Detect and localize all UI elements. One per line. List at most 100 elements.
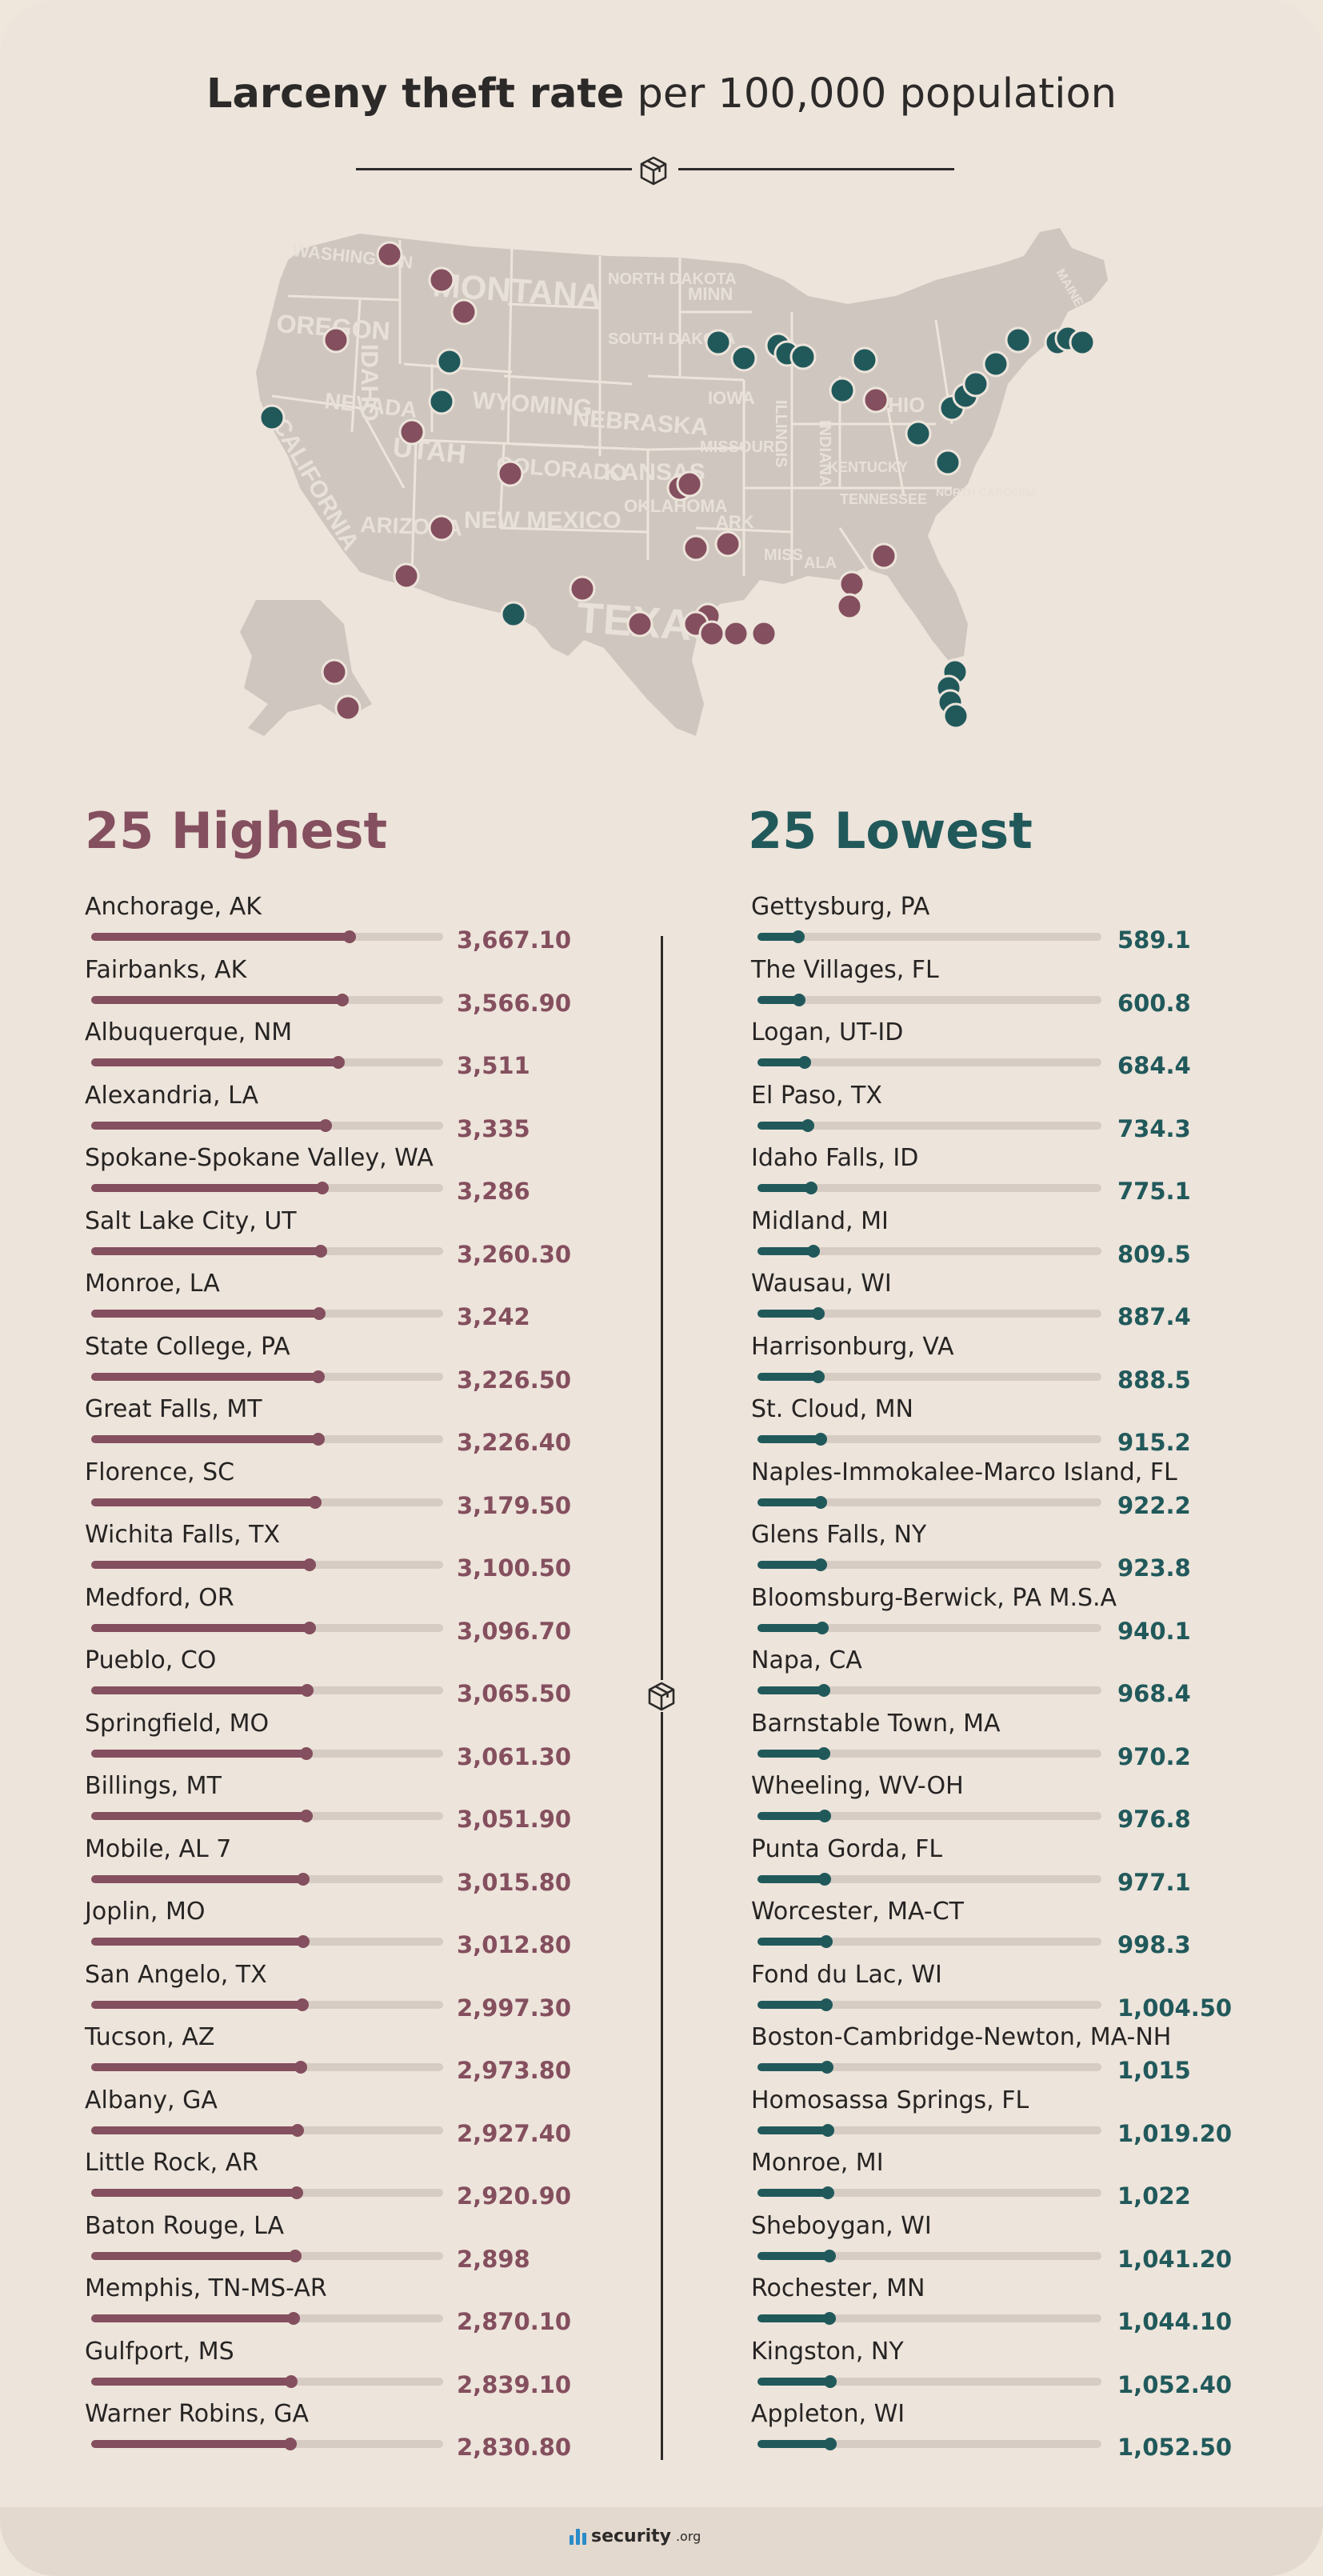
bar-track [91, 2123, 443, 2137]
city-label: Napa, CA [751, 1646, 862, 1674]
bar [757, 995, 799, 1004]
city-label: Worcester, MA-CT [751, 1898, 964, 1926]
title-rule-right [678, 168, 954, 170]
bar [757, 1435, 821, 1443]
bar-end-dot [817, 1746, 831, 1760]
bar-end-dot [812, 1307, 825, 1320]
location-dot [838, 570, 865, 598]
bar-track [757, 1558, 1101, 1571]
value-label: 1,019.20 [1117, 2119, 1233, 2147]
city-label: Springfield, MO [85, 1709, 270, 1738]
svg-text:NORTH DAKOTA: NORTH DAKOTA [608, 270, 737, 288]
location-dot [942, 702, 969, 730]
value-label: 3,566.90 [457, 989, 572, 1017]
bar [91, 2440, 291, 2448]
bar-track [91, 1935, 443, 1948]
bar-track [91, 1118, 443, 1132]
bar-track [91, 1684, 443, 1697]
value-label: 888.5 [1117, 1366, 1191, 1394]
svg-text:IDAHO: IDAHO [356, 344, 382, 422]
bar-track [91, 2186, 443, 2199]
bar [757, 1938, 826, 1946]
location-dot [789, 343, 817, 370]
location-dot [682, 534, 709, 562]
value-label: 2,870.10 [457, 2308, 572, 2335]
bar-track [757, 2123, 1101, 2137]
bar-track [757, 2374, 1101, 2388]
bar-end-dot [797, 1056, 811, 1069]
value-label: 684.4 [1117, 1052, 1191, 1079]
city-label: Florence, SC [85, 1458, 235, 1486]
city-label: Logan, UT-ID [751, 1018, 904, 1046]
bar-track [91, 1872, 443, 1886]
city-label: State College, PA [85, 1332, 290, 1361]
location-dot [334, 694, 362, 722]
city-label: San Angelo, TX [85, 1960, 267, 1989]
bar-track [91, 1307, 443, 1320]
bar-track [757, 1684, 1101, 1697]
city-label: Memphis, TN-MS-AR [85, 2274, 327, 2302]
city-label: Spokane-Spokane Valley, WA [85, 1144, 434, 1172]
location-dot [1005, 326, 1032, 354]
svg-text:TENNESSEE: TENNESSEE [840, 491, 927, 507]
bar [91, 1938, 304, 1946]
city-label: Wichita Falls, TX [85, 1521, 280, 1549]
value-label: 2,997.30 [457, 1994, 572, 2022]
bar [91, 1561, 310, 1569]
city-label: Monroe, LA [85, 1270, 220, 1298]
city-label: Billings, MT [85, 1772, 222, 1800]
bar [91, 1498, 315, 1506]
city-label: Naples-Immokalee-Marco Island, FL [751, 1458, 1177, 1486]
bar-track [91, 1370, 443, 1383]
bar [757, 1121, 809, 1130]
value-label: 1,022 [1117, 2182, 1191, 2210]
bar-end-dot [823, 2374, 837, 2388]
svg-text:NEW MEXICO: NEW MEXICO [464, 507, 622, 534]
value-label: 3,335 [457, 1114, 530, 1142]
bar-track [757, 2438, 1101, 2450]
bar-track [91, 993, 443, 1006]
bar-track [91, 1433, 443, 1446]
value-label: 1,044.10 [1117, 2308, 1233, 2335]
value-label: 976.8 [1117, 1806, 1191, 1833]
value-label: 1,052.50 [1117, 2434, 1233, 2461]
bar-end-dot [814, 1495, 828, 1509]
value-label: 970.2 [1117, 1742, 1191, 1770]
bar-track [757, 1746, 1101, 1760]
bar-end-dot [342, 930, 356, 943]
value-label: 3,226.40 [457, 1429, 572, 1456]
bar-end-dot [313, 1307, 326, 1320]
bar-end-dot [284, 2438, 298, 2450]
bar-end-dot [812, 1370, 825, 1383]
bar-track [757, 1935, 1101, 1948]
location-dot [705, 329, 732, 356]
value-label: 977.1 [1117, 1868, 1191, 1896]
bar [757, 1874, 825, 1883]
location-dot [428, 514, 455, 542]
bar-track [91, 1056, 443, 1069]
location-dot [676, 470, 703, 498]
bar-track [91, 1244, 443, 1258]
city-label: Harrisonburg, VA [751, 1332, 954, 1361]
bar-track [91, 2249, 443, 2262]
value-label: 1,004.50 [1117, 1994, 1233, 2022]
bar-track [757, 1872, 1101, 1886]
location-dot [428, 266, 455, 294]
bar [757, 2440, 830, 2448]
bar-end-dot [319, 1118, 333, 1132]
value-label: 600.8 [1117, 989, 1191, 1017]
bar-end-dot [302, 1621, 316, 1634]
state-borders [271, 240, 953, 577]
bar [91, 1310, 320, 1318]
value-label: 3,061.30 [457, 1742, 572, 1770]
value-label: 923.8 [1117, 1554, 1191, 1582]
bar-track [757, 1056, 1101, 1069]
bar [91, 995, 342, 1004]
city-label: Salt Lake City, UT [85, 1206, 297, 1235]
bar-end-dot [818, 1872, 832, 1886]
city-label: Gulfport, MS [85, 2337, 234, 2366]
city-label: Joplin, MO [85, 1898, 206, 1926]
bar [91, 1874, 304, 1883]
location-dot [934, 449, 961, 476]
bar-end-dot [792, 993, 805, 1006]
